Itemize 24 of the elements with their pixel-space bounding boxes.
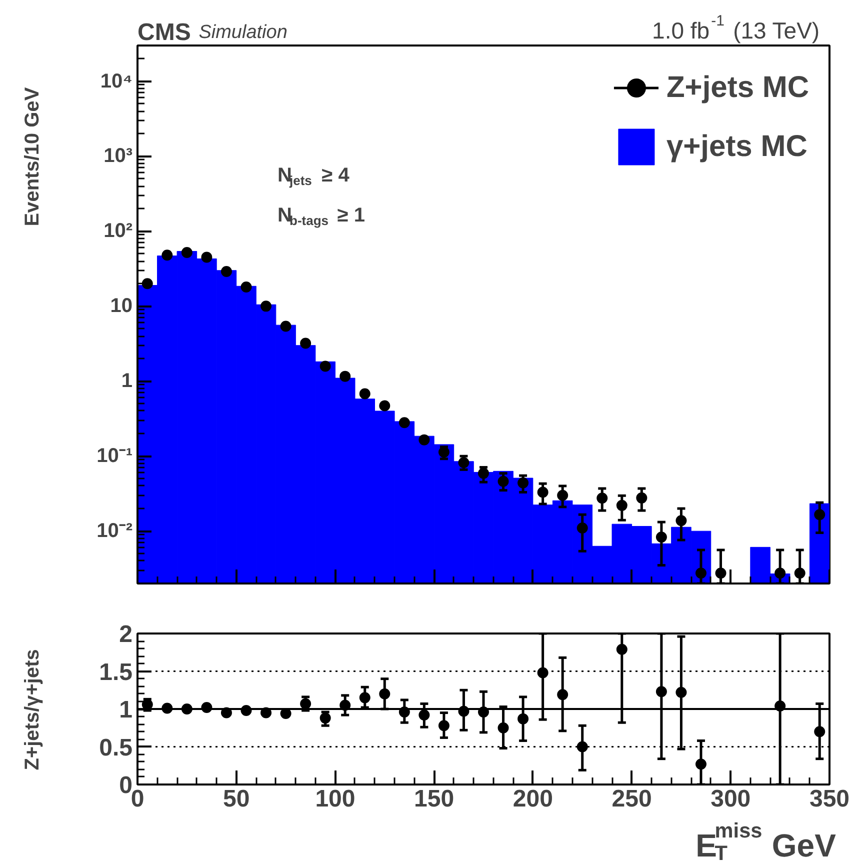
- x-tick-label: 250: [612, 786, 652, 812]
- y-tick-label: 10: [110, 295, 133, 318]
- y-tick-label: 10⁻¹: [96, 445, 133, 468]
- legend-label: γ+jets MC: [666, 130, 808, 164]
- x-tick-label: 100: [315, 786, 356, 812]
- y-tick-label: 10⁴: [100, 70, 132, 92]
- x-tick-label: 350: [809, 786, 850, 812]
- x-tick-label: 300: [710, 786, 751, 812]
- y-tick-label: 1.5: [99, 658, 133, 686]
- y-tick-label: 2: [119, 621, 133, 648]
- chart-title: CMS: [138, 19, 191, 46]
- x-tick-label: 150: [414, 786, 454, 812]
- y-tick-label: 10⁻²: [96, 520, 133, 542]
- y-tick-label: 1: [121, 370, 132, 392]
- legend-label: Z+jets MC: [666, 70, 809, 104]
- y-tick-label: 10²: [104, 220, 133, 242]
- x-tick-label: 50: [223, 786, 250, 812]
- chart-subtitle: Simulation: [198, 22, 288, 43]
- y-axis-title: Events/10 GeV: [22, 86, 44, 226]
- y-tick-label: 10³: [104, 145, 133, 168]
- x-tick-label: 200: [512, 786, 553, 812]
- y-axis-title: Z+jets/γ+jets: [22, 649, 44, 770]
- y-tick-label: 1: [119, 696, 133, 724]
- y-tick-label: 0.5: [99, 734, 133, 762]
